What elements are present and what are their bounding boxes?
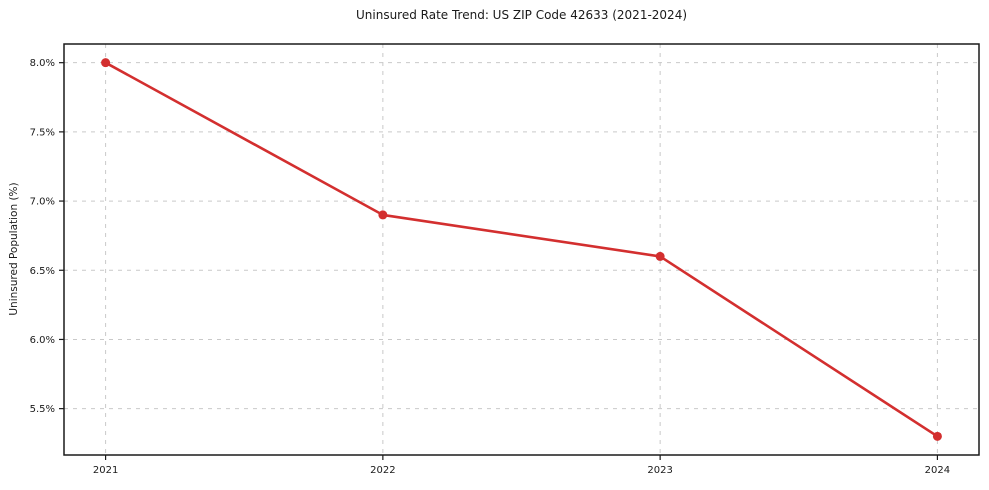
y-tick-label: 7.0% xyxy=(30,197,55,208)
data-point xyxy=(932,431,942,441)
plot-border xyxy=(63,43,980,456)
data-point xyxy=(378,210,388,220)
y-tick-label: 8.0% xyxy=(30,58,55,69)
data-point xyxy=(655,251,665,261)
data-point xyxy=(101,58,111,68)
chart-title: Uninsured Rate Trend: US ZIP Code 42633 … xyxy=(355,8,688,22)
y-tick-label: 7.5% xyxy=(30,127,55,138)
y-tick-label: 6.0% xyxy=(30,335,55,346)
y-tick-label: 5.5% xyxy=(30,404,55,415)
trend-line xyxy=(104,61,939,438)
x-tick-label: 2022 xyxy=(370,465,395,476)
x-tick-label: 2021 xyxy=(93,465,118,476)
x-tick-label: 2024 xyxy=(925,465,950,476)
x-tick-label: 2023 xyxy=(647,465,672,476)
y-tick-label: 6.5% xyxy=(30,266,55,277)
